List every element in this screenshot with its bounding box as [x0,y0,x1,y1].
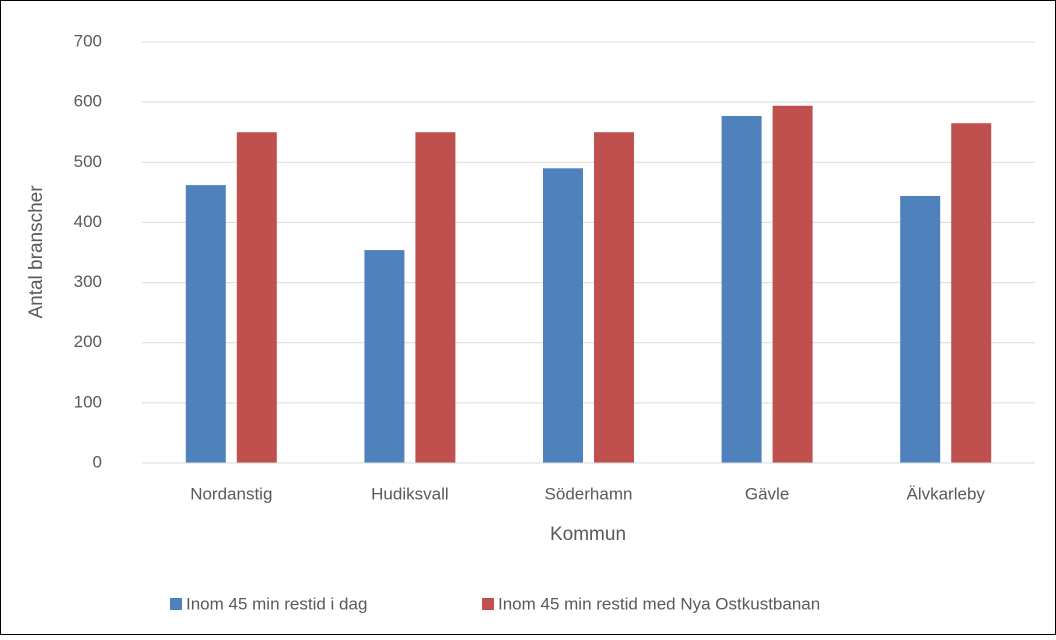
bar [594,132,634,463]
y-tick-label: 700 [74,31,102,50]
bar [415,132,456,463]
y-tick-label: 500 [74,152,102,171]
x-tick-label: Hudiksvall [371,484,448,503]
bar [951,123,992,463]
y-tick-label: 600 [74,92,102,111]
bar [543,168,583,464]
y-tick-label: 0 [93,452,102,471]
x-tick-label: Gävle [745,484,789,503]
x-tick-label: Söderhamn [545,484,633,503]
x-tick-label: Älvkarleby [906,484,985,503]
x-tick-label: Nordanstig [190,484,272,503]
y-tick-label: 200 [74,332,102,351]
legend-label: Inom 45 min restid i dag [186,594,367,613]
bar [236,132,277,463]
bar [721,115,762,464]
y-tick-label: 300 [74,272,102,291]
bar [364,250,405,463]
legend-swatch [170,598,182,610]
y-axis-title: Antal branscher [26,185,47,319]
legend-swatch [482,598,494,610]
legend-label: Inom 45 min restid med Nya Ostkustbanan [498,594,820,613]
y-tick-label: 100 [74,392,102,411]
x-axis-title: Kommun [550,524,626,545]
bar [900,195,941,464]
bar [185,185,226,463]
bar [772,105,813,463]
y-tick-label: 400 [74,212,102,231]
